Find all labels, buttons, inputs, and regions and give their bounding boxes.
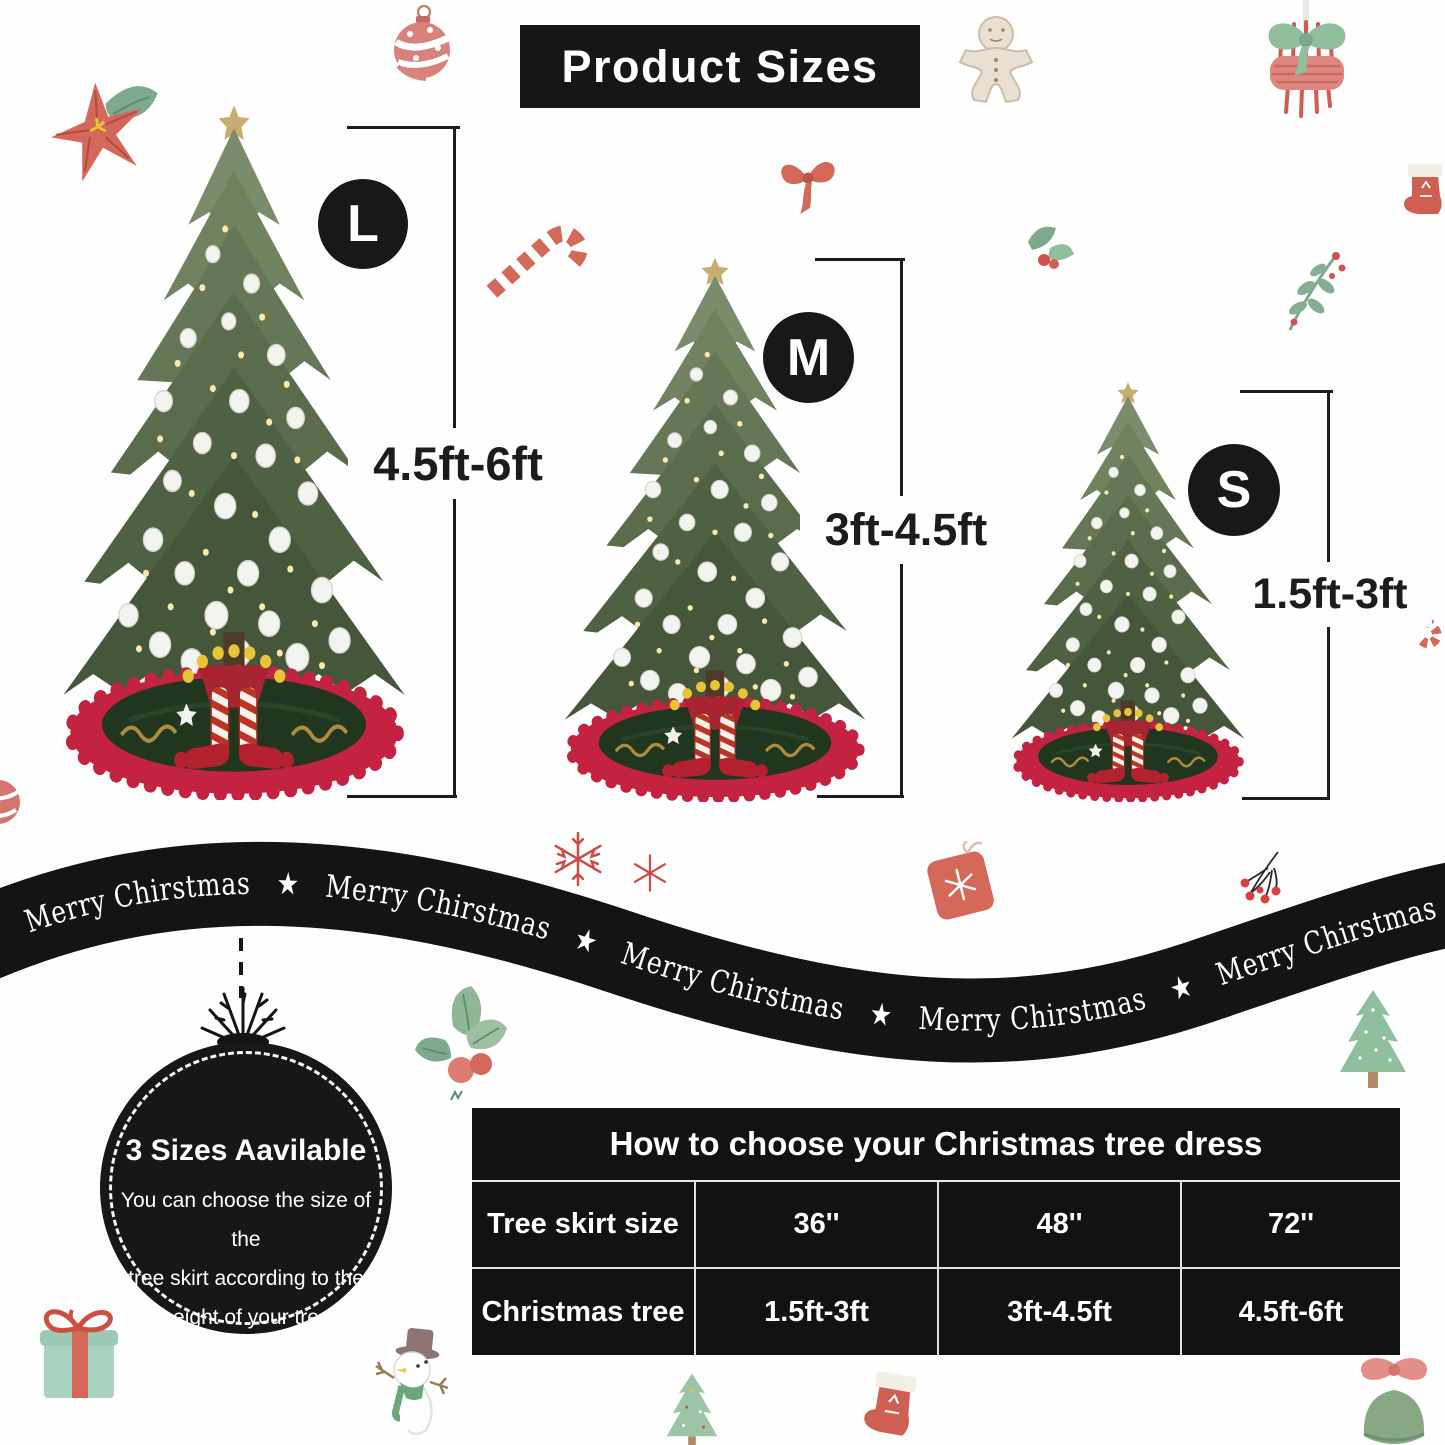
holly-small-icon bbox=[1028, 226, 1074, 269]
measure-medium-bottom-cap bbox=[817, 795, 904, 798]
ornament-hanger-dashed-line bbox=[239, 938, 243, 998]
red-dotted-ornament-icon bbox=[394, 4, 450, 81]
page-title: Product Sizes bbox=[561, 40, 879, 92]
table-row-header-tree: Christmas tree bbox=[472, 1269, 694, 1355]
red-bow-icon bbox=[781, 161, 835, 214]
holly-large-icon bbox=[415, 986, 507, 1101]
measure-medium-top-cap bbox=[815, 258, 905, 261]
measure-large-top-cap bbox=[347, 126, 460, 129]
table-cell-tree-l: 4.5ft-6ft bbox=[1182, 1269, 1400, 1355]
table-cell-skirt-48: 48'' bbox=[939, 1182, 1180, 1267]
christmas-tree-small bbox=[1008, 381, 1248, 802]
table-cell-tree-m: 3ft-4.5ft bbox=[939, 1269, 1180, 1355]
red-gift-snowflake-icon bbox=[927, 839, 994, 920]
size-table-grid: Tree skirt size 36'' 48'' 72'' Christmas… bbox=[472, 1182, 1400, 1355]
info-bubble-body: You can choose the size of the tree skir… bbox=[120, 1189, 372, 1329]
info-bubble-heading: 3 Sizes Aavilable bbox=[125, 1134, 367, 1167]
stocking-right-icon bbox=[1404, 164, 1442, 214]
snowman-icon bbox=[375, 1327, 449, 1436]
page-title-box: Product Sizes bbox=[520, 25, 920, 108]
size-table-title: How to choose your Christmas tree dress bbox=[472, 1108, 1400, 1182]
stocking-bottom-icon bbox=[864, 1371, 917, 1436]
table-cell-skirt-72: 72'' bbox=[1182, 1182, 1400, 1267]
green-gift-icon bbox=[40, 1309, 118, 1398]
bell-with-bow-icon bbox=[1360, 1358, 1428, 1444]
basket-ornament-icon bbox=[1268, 0, 1346, 118]
ornament-tinsel-icon bbox=[200, 986, 286, 1050]
info-bubble: 3 Sizes Aavilable You can choose the siz… bbox=[100, 1042, 392, 1334]
size-table: How to choose your Christmas tree dress … bbox=[472, 1108, 1400, 1355]
snowflake-large-icon bbox=[554, 831, 602, 887]
size-badge-small-letter: S bbox=[1216, 461, 1252, 519]
measure-small-bottom-cap bbox=[1242, 797, 1330, 800]
size-badge-medium: M bbox=[763, 312, 854, 403]
flat-tree-right-icon bbox=[1340, 990, 1406, 1088]
candy-cane-large-icon bbox=[483, 225, 588, 300]
table-cell-skirt-36: 36'' bbox=[696, 1182, 937, 1267]
size-badge-small: S bbox=[1188, 444, 1280, 536]
table-row-header-skirt-size: Tree skirt size bbox=[472, 1182, 694, 1267]
berry-branch-green-icon bbox=[1288, 252, 1346, 331]
half-ornament-left-icon bbox=[0, 780, 20, 824]
size-badge-medium-letter: M bbox=[786, 328, 831, 387]
snowflake-small-icon bbox=[633, 854, 667, 892]
gingerbread-man-icon bbox=[958, 16, 1034, 104]
candy-cane-small-icon bbox=[1400, 591, 1442, 649]
measure-large-bottom-cap bbox=[347, 795, 457, 798]
measure-small-top-cap bbox=[1240, 390, 1333, 393]
size-badge-large: L bbox=[318, 179, 408, 269]
flat-tree-bottom-icon bbox=[666, 1373, 718, 1445]
measure-medium-label: 3ft-4.5ft bbox=[800, 496, 1012, 564]
measure-large-label: 4.5ft-6ft bbox=[348, 428, 568, 499]
size-badge-large-letter: L bbox=[347, 195, 379, 253]
berry-branch-outline-icon bbox=[1240, 851, 1281, 904]
measure-small-label: 1.5ft-3ft bbox=[1228, 562, 1432, 627]
poinsettia-icon bbox=[51, 82, 158, 182]
table-cell-tree-s: 1.5ft-3ft bbox=[696, 1269, 937, 1355]
